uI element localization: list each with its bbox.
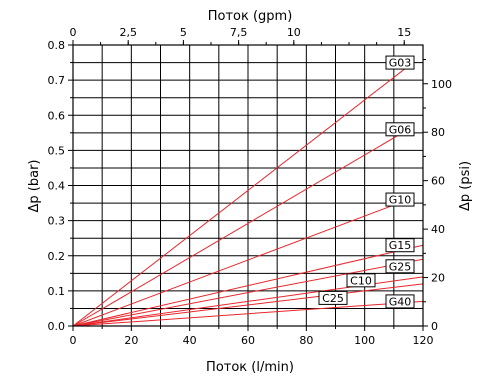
series-label-box [385,55,415,70]
y2-tick-label: 0 [431,320,438,333]
series-label-g40: G40 [389,295,412,308]
x2-axis-title: Поток (gpm) [208,9,293,24]
x-tick-label: 60 [241,334,255,347]
series-labels: G03 G06 G10 G15 G25 C10 C25 G40 [318,55,415,309]
series-line-g15 [72,244,424,327]
y-tick-label: 0.8 [48,39,66,52]
x2-tick-label: 7,5 [230,26,248,39]
y-tick-label: 0.0 [48,320,66,333]
ticks: 0 20 40 60 80 100 1200.00.10.20.30.40.50.60.70… [48,26,453,347]
series-label-box [385,294,415,309]
series-line-g40 [72,300,424,327]
x-tick-label: 0 [70,334,77,347]
y2-tick-label: 100 [431,78,452,91]
y-tick-label: 0.6 [48,109,66,122]
y-tick-label: 0.1 [48,285,66,298]
y-tick-label: 0.2 [48,250,66,263]
series-line-c25 [72,283,424,327]
series-label-g10: G10 [389,194,412,207]
x2-tick-label: 0 [70,26,77,39]
series-label-box [385,122,415,137]
series-label-g06: G06 [389,123,412,136]
series-line-g06 [72,128,409,327]
series-label-box [318,290,348,305]
series-line-g03 [72,65,409,327]
x-tick-label: 80 [299,334,313,347]
series-lines [72,65,424,327]
series-label-c25: C25 [322,292,344,305]
x-tick-label: 20 [124,334,138,347]
series-label-c10: C10 [350,274,372,287]
x-tick-label: 120 [413,334,434,347]
x-tick-label: 40 [183,334,197,347]
x2-tick-label: 2,5 [119,26,137,39]
y2-tick-label: 20 [431,272,445,285]
y2-axis-title: Δp (psi) [458,161,473,211]
x-tick-label: 100 [354,334,375,347]
x-axis-title: Поток (l/min) [206,360,294,375]
x2-tick-label: 10 [287,26,301,39]
series-label-g03: G03 [389,57,412,70]
series-label-box [385,238,415,253]
series-label-box [346,273,376,288]
y-tick-label: 0.7 [48,74,66,87]
y-tick-label: 0.5 [48,144,66,157]
x2-tick-label: 5 [180,26,187,39]
series-label-box [385,192,415,207]
y-tick-label: 0.4 [48,180,66,193]
series-label-box [385,259,415,274]
x2-tick-label: 15 [397,26,411,39]
series-label-g15: G15 [389,239,412,252]
y-axis-title: Δp (bar) [27,160,42,213]
y-tick-label: 0.3 [48,215,66,228]
y2-tick-label: 60 [431,175,445,188]
series-line-g25 [72,258,424,327]
grid [73,45,423,326]
series-line-g10 [72,199,409,327]
y2-tick-label: 40 [431,223,445,236]
series-label-g25: G25 [389,260,412,273]
y2-tick-label: 80 [431,126,445,139]
